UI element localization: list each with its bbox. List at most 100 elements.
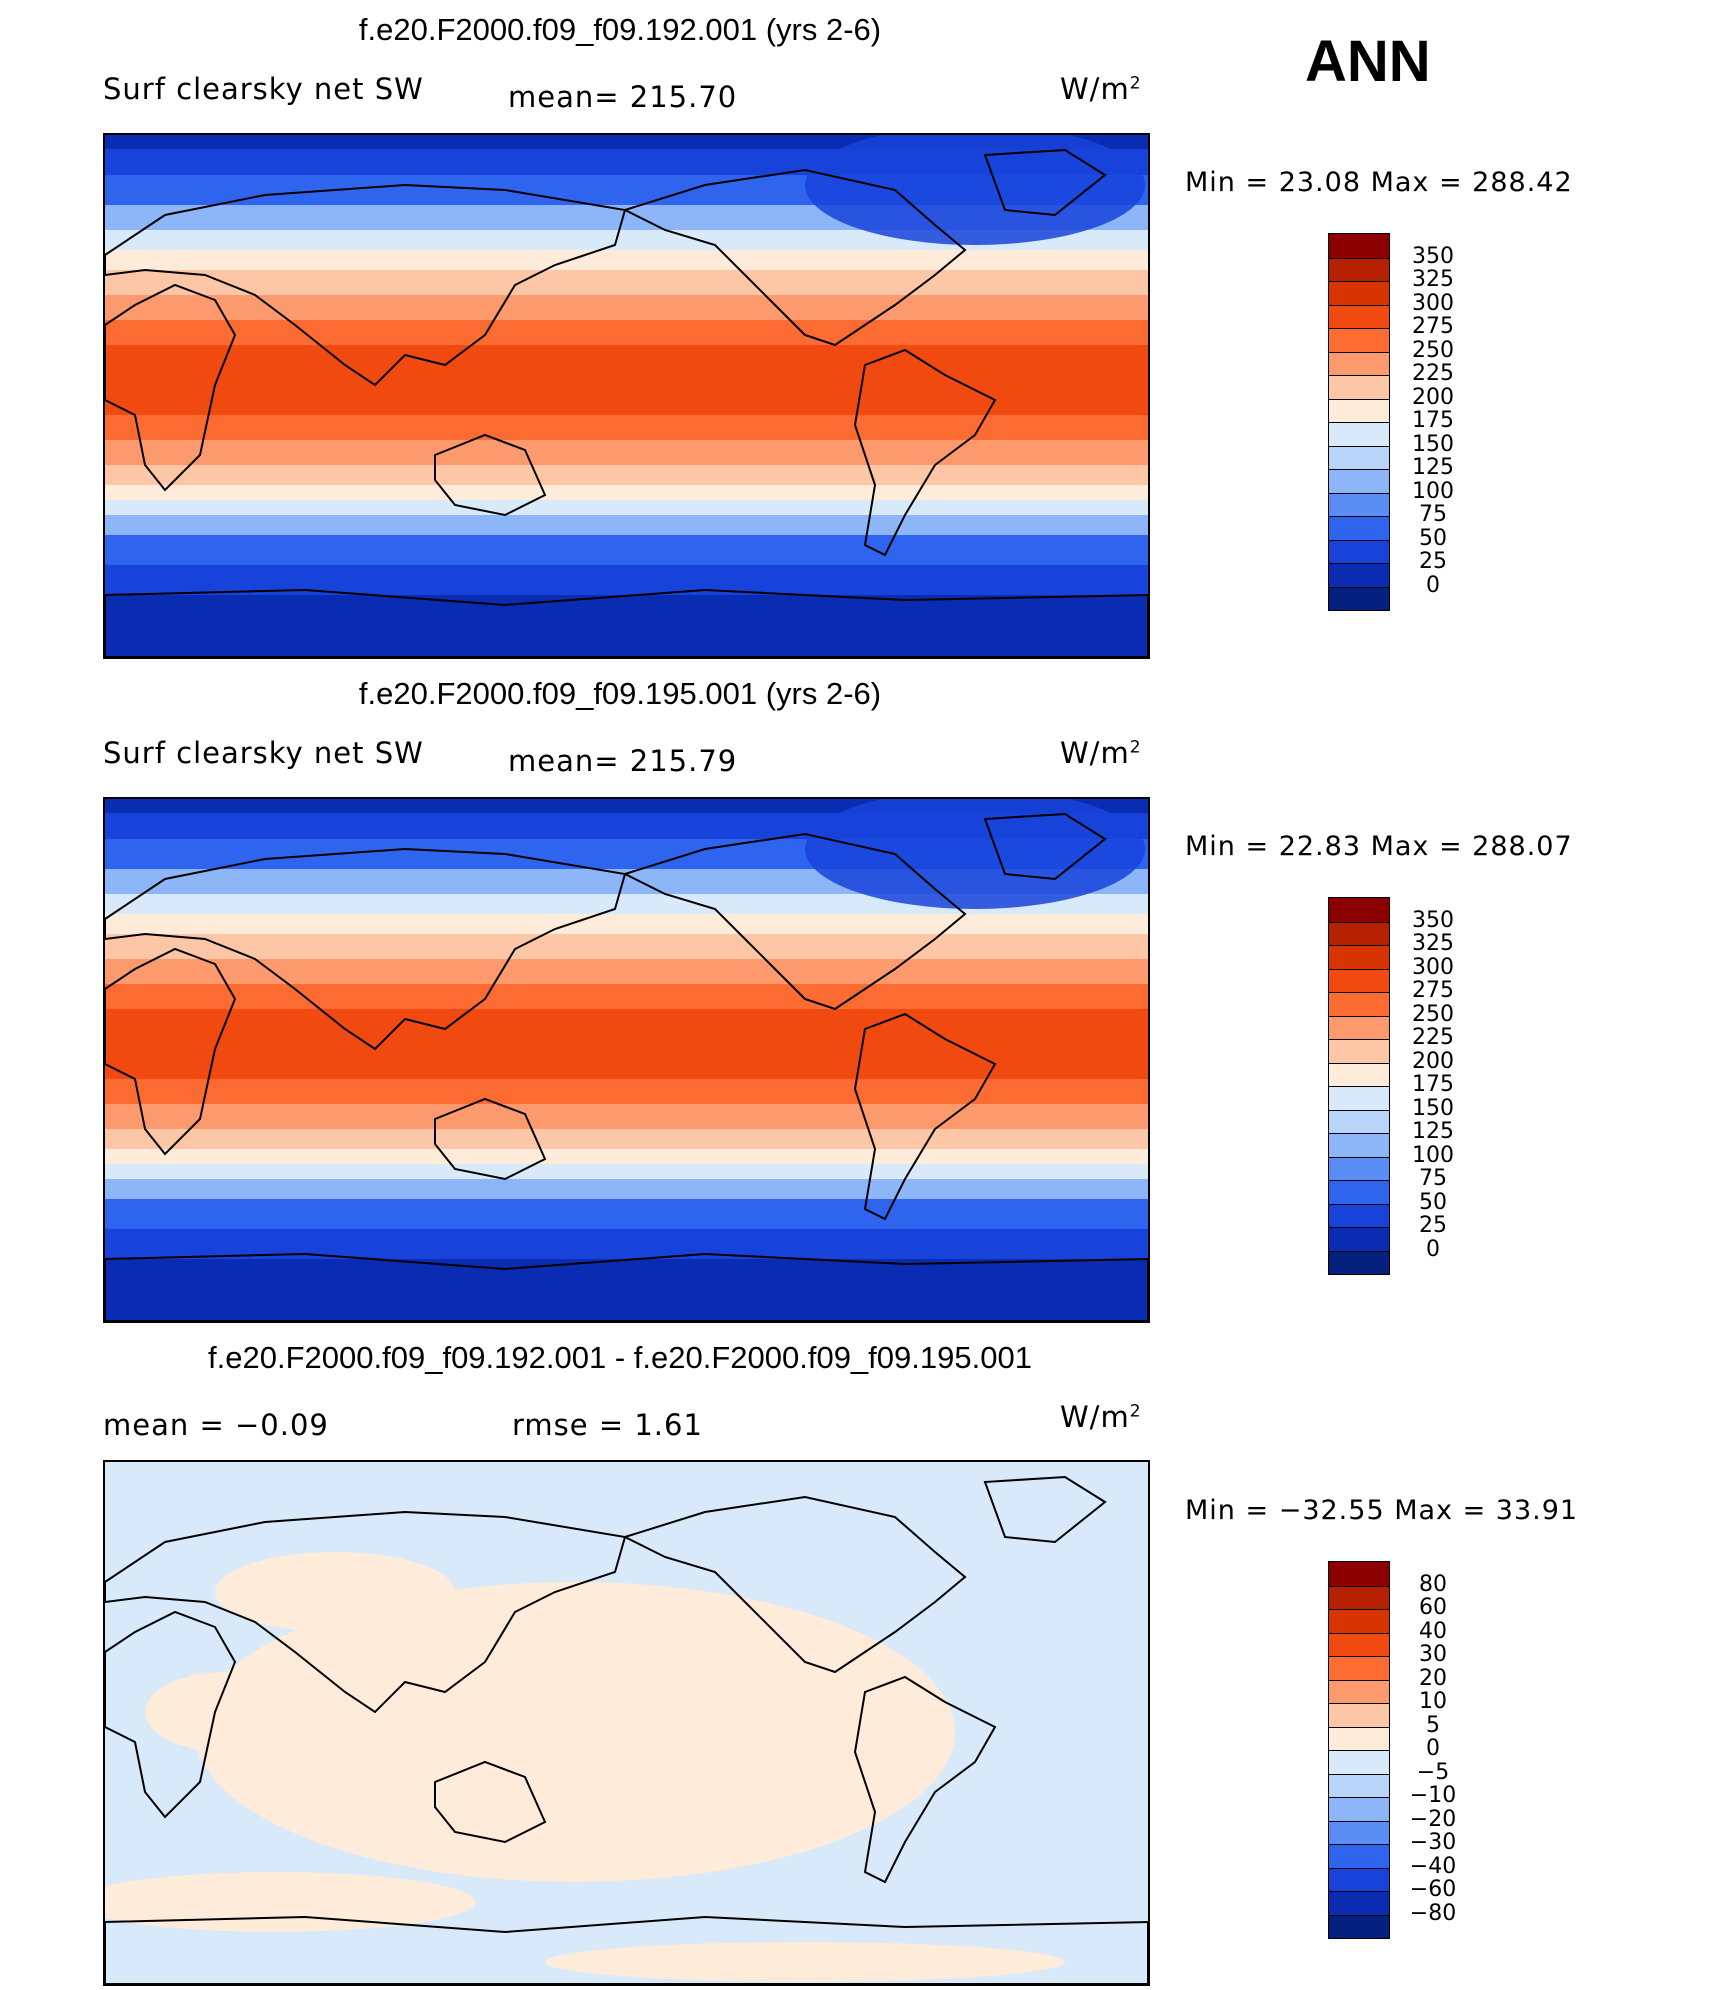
colorbar-box (1329, 1086, 1389, 1110)
colorbar-box (1329, 234, 1389, 258)
coastline (105, 1610, 237, 1819)
colorbar-label: 100 (1412, 1142, 1454, 1168)
colorbar-box (1329, 968, 1389, 992)
colorbar-label: 0 (1426, 572, 1440, 598)
field-band (105, 320, 1148, 345)
panel2-title: f.e20.F2000.f09_f09.195.001 (yrs 2-6) (358, 676, 882, 711)
colorbar-label: 25 (1419, 549, 1447, 574)
field-patch (805, 799, 1145, 909)
panel2-map (103, 797, 1150, 1323)
coastline (853, 1675, 997, 1884)
field-band (105, 1259, 1148, 1321)
colorbar-box (1329, 1250, 1389, 1274)
colorbar-box (1329, 1844, 1389, 1868)
field-patch (805, 135, 1145, 245)
coastline (983, 1475, 1107, 1544)
coastline (622, 832, 967, 1011)
colorbar-box (1329, 1133, 1389, 1157)
colorbar-label: 125 (1412, 455, 1454, 480)
colorbar-label: −20 (1409, 1806, 1457, 1832)
colorbar-box (1329, 1180, 1389, 1204)
colorbar-box (1329, 1656, 1389, 1680)
colorbar-label: 150 (1412, 431, 1454, 457)
colorbar-box (1329, 921, 1389, 945)
colorbar-box (1329, 1609, 1389, 1633)
panel3-mean: mean = −0.09 (103, 1408, 329, 1442)
field-band (105, 270, 1148, 295)
colorbar-label: 300 (1412, 954, 1454, 980)
field-band (105, 934, 1148, 959)
colorbar-box (1329, 281, 1389, 305)
colorbar-label: 175 (1412, 408, 1454, 433)
colorbar-box (1329, 445, 1389, 469)
panel3-map (103, 1460, 1150, 1986)
colorbar-label: 175 (1412, 1072, 1454, 1097)
field-band (105, 515, 1148, 535)
field-band (105, 984, 1148, 1009)
colorbar-label: 275 (1412, 978, 1454, 1003)
panel3-colorbar (1328, 1561, 1390, 1939)
colorbar-label: 250 (1412, 1001, 1454, 1027)
coastline (105, 1915, 1148, 1984)
colorbar-label: 350 (1412, 907, 1454, 933)
field-band (105, 345, 1148, 415)
colorbar-label: 325 (1412, 931, 1454, 956)
colorbar-label: 80 (1419, 1571, 1447, 1597)
colorbar-label: 275 (1412, 314, 1454, 339)
field-band (105, 535, 1148, 565)
coastline (434, 433, 547, 517)
panel2-colorbar (1328, 897, 1390, 1275)
field-band (105, 1079, 1148, 1104)
field-band (105, 1199, 1148, 1229)
colorbar-label: 225 (1412, 1025, 1454, 1050)
coastline (853, 348, 997, 557)
colorbar-box (1329, 1797, 1389, 1821)
panel1-units: W/m2 (1060, 72, 1142, 106)
field-band (105, 500, 1148, 515)
panel1-map (103, 133, 1150, 659)
colorbar-box (1329, 1679, 1389, 1703)
colorbar-box (1329, 992, 1389, 1016)
colorbar-box (1329, 1773, 1389, 1797)
panel1-mean: mean= 215.70 (508, 80, 738, 114)
colorbar-box (1329, 945, 1389, 969)
coastline (622, 168, 967, 347)
coastline (853, 1012, 997, 1221)
colorbar-label: 60 (1419, 1595, 1447, 1620)
colorbar-label: 325 (1412, 267, 1454, 292)
field-band (105, 1179, 1148, 1199)
coastline (983, 148, 1107, 217)
colorbar-label: 25 (1419, 1213, 1447, 1238)
colorbar-label: −30 (1409, 1830, 1457, 1855)
colorbar-box (1329, 1891, 1389, 1915)
field-band (105, 595, 1148, 657)
colorbar-box (1329, 1562, 1389, 1586)
colorbar-box (1329, 469, 1389, 493)
panel3-units: W/m2 (1060, 1400, 1142, 1434)
field-band (105, 1164, 1148, 1179)
coastline (622, 1495, 967, 1674)
colorbar-label: 20 (1419, 1665, 1447, 1691)
colorbar-box (1329, 516, 1389, 540)
panel3-minmax: Min = −32.55 Max = 33.91 (1185, 1495, 1579, 1526)
colorbar-label: −80 (1409, 1900, 1457, 1926)
colorbar-box (1329, 1227, 1389, 1251)
colorbar-label: 150 (1412, 1095, 1454, 1121)
coastline (105, 588, 1148, 657)
map-canvas (105, 135, 1148, 657)
panel1-minmax: Min = 23.08 Max = 288.42 (1185, 167, 1573, 198)
colorbar-label: −40 (1409, 1853, 1457, 1879)
colorbar-label: 75 (1419, 1166, 1447, 1191)
field-patch (105, 1872, 475, 1932)
field-band (105, 295, 1148, 320)
coastline (105, 283, 237, 492)
field-band (105, 485, 1148, 500)
colorbar-label: 225 (1412, 361, 1454, 386)
coastline (105, 847, 627, 1051)
field-band (105, 1009, 1148, 1079)
colorbar-box (1329, 1726, 1389, 1750)
colorbar-box (1329, 1039, 1389, 1063)
panel1-title: f.e20.F2000.f09_f09.192.001 (yrs 2-6) (358, 12, 882, 47)
colorbar-box (1329, 304, 1389, 328)
field-patch (195, 1582, 955, 1882)
